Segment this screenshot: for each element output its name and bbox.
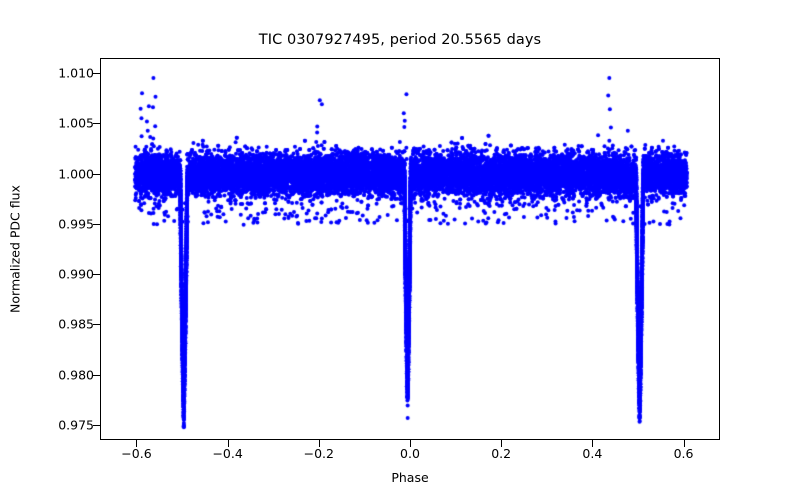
x-tick-mark bbox=[501, 440, 503, 447]
x-tick-mark bbox=[227, 440, 229, 447]
page-title: TIC 0307927495, period 20.5565 days bbox=[258, 32, 542, 48]
y-tick-mark bbox=[93, 73, 100, 75]
y-tick-mark bbox=[93, 324, 100, 326]
y-tick-label: 0.980 bbox=[58, 367, 94, 383]
x-tick-mark bbox=[592, 440, 594, 447]
x-axis-label: Phase bbox=[391, 470, 429, 485]
x-tick-label: −0.6 bbox=[121, 446, 152, 461]
y-tick-mark bbox=[93, 223, 100, 225]
x-tick-mark bbox=[318, 440, 320, 447]
x-tick-label: −0.4 bbox=[212, 446, 243, 461]
y-tick-label: 0.985 bbox=[58, 316, 94, 332]
y-tick-mark bbox=[93, 173, 100, 175]
x-tick-mark bbox=[683, 440, 685, 447]
y-tick-mark bbox=[93, 123, 100, 125]
x-tick-label: 0.6 bbox=[673, 446, 694, 461]
x-tick-label: 0.2 bbox=[491, 446, 512, 461]
x-tick-label: −0.2 bbox=[303, 446, 334, 461]
y-tick-label: 1.000 bbox=[58, 166, 94, 182]
y-tick-mark bbox=[93, 374, 100, 376]
scatter-plot-canvas bbox=[101, 59, 719, 439]
y-tick-label: 1.010 bbox=[58, 65, 94, 81]
y-tick-label: 0.990 bbox=[58, 266, 94, 282]
y-tick-label: 0.995 bbox=[58, 216, 94, 232]
y-tick-mark bbox=[93, 274, 100, 276]
x-tick-mark bbox=[136, 440, 138, 447]
x-tick-label: 0.0 bbox=[400, 446, 420, 461]
x-tick-mark bbox=[410, 440, 411, 447]
y-tick-label: 0.975 bbox=[58, 417, 94, 433]
plot-axes-area bbox=[100, 58, 720, 440]
y-tick-label: 1.005 bbox=[58, 115, 94, 131]
y-tick-mark bbox=[93, 424, 100, 426]
y-axis-label: Normalized PDC flux bbox=[7, 185, 23, 313]
x-tick-label: 0.4 bbox=[582, 446, 603, 461]
y-axis-label-wrapper: Normalized PDC flux bbox=[0, 58, 30, 440]
